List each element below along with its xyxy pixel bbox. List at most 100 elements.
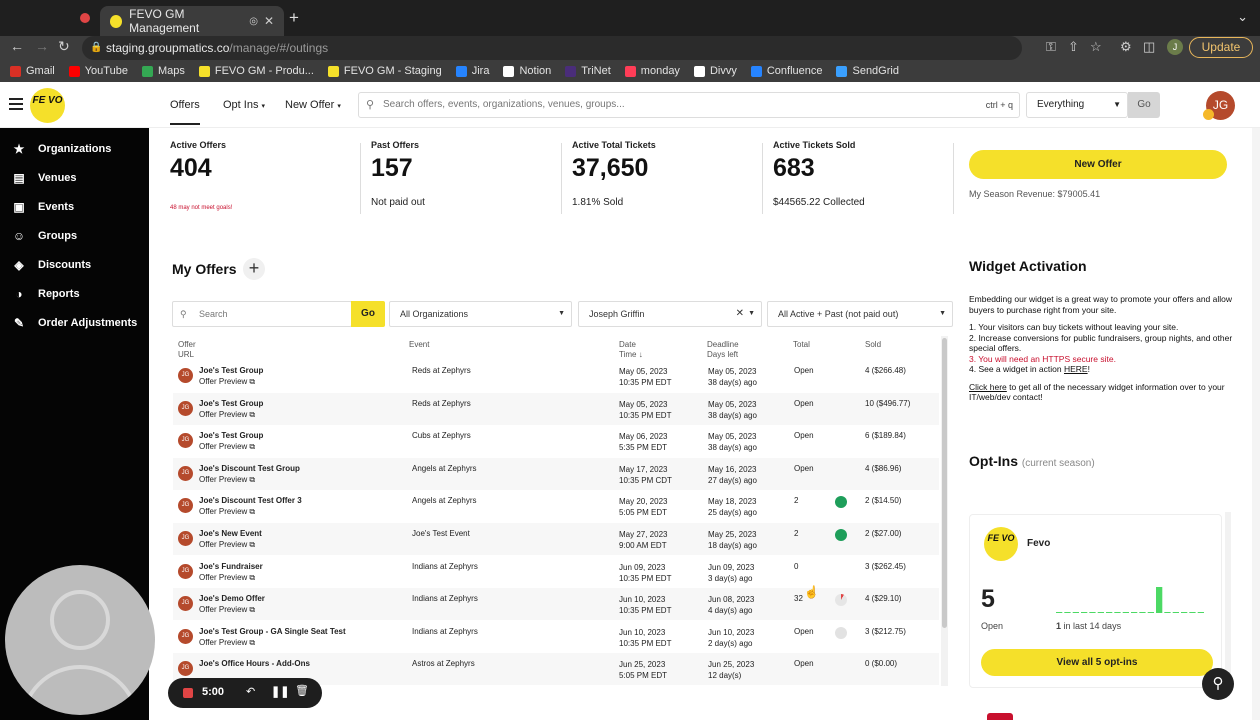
opt-ins-scrollbar[interactable] — [1225, 512, 1231, 690]
nav-offers[interactable]: Offers — [170, 99, 200, 125]
offers-go-button[interactable]: Go — [351, 301, 385, 327]
table-row[interactable]: JG Joe's Discount Test Group Offer Preview… — [173, 457, 939, 490]
header-deadline: Deadline — [707, 340, 739, 349]
sidepanel-icon[interactable]: ◫ — [1143, 39, 1156, 54]
table-row[interactable]: JG Joe's Demo Offer Offer Preview ⧉ Indians … — [173, 588, 939, 621]
table-row[interactable]: JG Joe's New Event Offer Preview ⧉ Joe's Tes… — [173, 523, 939, 555]
pause-icon[interactable]: ❚❚ — [271, 686, 290, 698]
bookmark-item[interactable]: Maps — [141, 65, 185, 77]
tab-search-chevron-icon[interactable]: ⌄ — [1237, 9, 1248, 24]
offer-name-link[interactable]: Joe's Discount Test Group — [199, 463, 300, 473]
browser-profile-avatar[interactable]: J — [1167, 39, 1183, 55]
menu-icon[interactable] — [9, 98, 23, 110]
offer-name-link[interactable]: Joe's Fundraiser — [199, 561, 263, 571]
stop-recording-icon[interactable] — [183, 688, 193, 698]
offer-name-link[interactable]: Joe's Test Group - GA Single Seat Test — [199, 626, 346, 636]
bookmark-item[interactable]: monday — [624, 65, 680, 77]
extensions-icon[interactable]: ⚙ — [1120, 39, 1132, 54]
sidebar-item-reports[interactable]: ◑ Reports — [0, 284, 149, 304]
bookmark-item[interactable]: Confluence — [750, 65, 822, 77]
bookmark-item[interactable]: Jira — [455, 65, 489, 77]
table-row[interactable]: JG Joe's Test Group Offer Preview ⧉ Reds at … — [173, 392, 939, 425]
sidebar-item-organizations[interactable]: ★ Organizations — [0, 139, 149, 159]
table-row[interactable]: JG Joe's Test Group Offer Preview ⧉ Reds at … — [173, 360, 939, 392]
bookmark-item[interactable]: FEVO GM - Staging — [327, 65, 442, 77]
status-filter[interactable]: All Active + Past (not paid out) ▼ — [767, 301, 953, 327]
column-header-date[interactable]: Date Time ↓ — [619, 340, 643, 360]
search-go-button[interactable]: Go — [1128, 92, 1160, 118]
browser-tab[interactable]: FEVO GM Management ◎ ✕ — [100, 6, 284, 36]
page-scrollbar[interactable] — [1252, 128, 1260, 720]
widget-here-link[interactable]: HERE — [1063, 364, 1088, 374]
table-row[interactable]: JG Joe's Fundraiser Offer Preview ⧉ Indians … — [173, 556, 939, 588]
trash-icon[interactable]: 🗑 — [295, 685, 309, 697]
update-button[interactable]: Update — [1189, 37, 1253, 58]
sidebar-item-groups[interactable]: ☺ Groups — [0, 226, 149, 246]
share-icon[interactable]: ⇧ — [1068, 39, 1079, 54]
mute-tab-icon[interactable]: ◎ — [249, 15, 258, 27]
bookmark-item[interactable]: Gmail — [10, 65, 55, 77]
offer-preview-link[interactable]: Offer Preview ⧉ — [199, 605, 255, 615]
undo-icon[interactable]: ↶ — [246, 686, 256, 698]
offers-search-input[interactable]: ⚲ Search — [172, 301, 352, 327]
bookmark-item[interactable]: Notion — [503, 65, 551, 77]
bookmark-item[interactable]: YouTube — [68, 65, 128, 77]
offer-preview-link[interactable]: Offer Preview ⧉ — [199, 410, 255, 420]
offer-preview-link[interactable]: Offer Preview ⧉ — [199, 475, 255, 485]
column-header-deadline[interactable]: Deadline Days left — [707, 340, 739, 360]
new-tab-icon[interactable]: + — [289, 8, 299, 27]
close-tab-icon[interactable]: ✕ — [263, 14, 274, 28]
sidebar-item-order-adjustments[interactable]: ✎ Order Adjustments — [0, 313, 149, 333]
offer-name-link[interactable]: Joe's New Event — [199, 529, 262, 538]
sidebar-item-venues[interactable]: ▤ Venues — [0, 168, 149, 188]
offer-preview-link[interactable]: Offer Preview ⧉ — [199, 540, 255, 550]
sidebar-item-events[interactable]: ▣ Events — [0, 197, 149, 217]
table-row[interactable]: JG Joe's Test Group - GA Single Seat Test… — [173, 621, 939, 653]
offer-preview-link[interactable]: Offer Preview ⧉ — [199, 638, 255, 648]
add-offer-icon[interactable]: + — [243, 258, 265, 280]
url-bar[interactable]: 🔒 staging.groupmatics.co/manage/#/outing… — [82, 36, 1022, 60]
back-icon[interactable]: ← — [10, 38, 24, 54]
bookmark-item[interactable]: FEVO GM - Produ... — [198, 65, 314, 77]
organization-filter[interactable]: All Organizations ▼ — [389, 301, 572, 327]
reload-icon[interactable]: ↻ — [58, 38, 70, 54]
offer-name-link[interactable]: Joe's Office Hours - Add-Ons — [199, 659, 310, 669]
bookmark-item[interactable]: Divvy — [693, 65, 737, 77]
offer-name-link[interactable]: Joe's Test Group — [199, 366, 264, 375]
my-offers-title: My Offers — [172, 261, 237, 277]
season-revenue: My Season Revenue: $79005.41 — [969, 189, 1101, 199]
offer-name-link[interactable]: Joe's Test Group — [199, 398, 264, 408]
nav-new-offer[interactable]: New Offer ▾ — [285, 99, 341, 111]
column-header-total[interactable]: Total — [793, 340, 810, 349]
offer-name-link[interactable]: Joe's Test Group — [199, 431, 264, 441]
bookmark-star-icon[interactable]: ☆ — [1090, 39, 1102, 54]
offer-name-link[interactable]: Joe's Discount Test Offer 3 — [199, 496, 302, 506]
forward-icon[interactable]: → — [35, 38, 49, 54]
global-search-input[interactable]: ⚲ Search offers, events, organizations, … — [358, 92, 1020, 118]
offer-name-link[interactable]: Joe's Demo Offer — [199, 594, 265, 604]
new-offer-button[interactable]: New Offer — [969, 150, 1227, 179]
widget-click-here-link[interactable]: Click here — [969, 381, 1007, 392]
bookmark-item[interactable]: SendGrid — [836, 65, 899, 77]
offer-preview-link[interactable]: Offer Preview ⧉ — [199, 377, 255, 387]
offer-preview-link[interactable]: Offer Preview ⧉ — [199, 573, 255, 583]
sidebar-item-discounts[interactable]: ◈ Discounts — [0, 255, 149, 275]
nav-opt-ins[interactable]: Opt Ins ▾ — [223, 99, 265, 111]
offer-preview-link[interactable]: Offer Preview ⧉ — [199, 507, 255, 517]
table-scrollbar-thumb[interactable] — [942, 338, 947, 628]
user-filter[interactable]: Joseph Griffin ✕ ▼ — [578, 301, 762, 327]
offer-preview-link[interactable]: Offer Preview ⧉ — [199, 442, 255, 452]
column-header-sold[interactable]: Sold — [865, 340, 882, 349]
fevo-logo[interactable]: FE VO — [30, 88, 65, 123]
table-row[interactable]: JG Joe's Test Group Offer Preview ⧉ Cubs at … — [173, 425, 939, 457]
search-scope-select[interactable]: Everything ▼ — [1026, 92, 1128, 118]
view-all-opt-ins-button[interactable]: View all 5 opt-ins — [981, 649, 1213, 676]
bookmark-item[interactable]: TriNet — [565, 65, 611, 77]
column-header-offer[interactable]: Offer URL — [178, 340, 196, 360]
clear-icon[interactable]: ✕ — [735, 308, 744, 319]
column-header-event[interactable]: Event — [409, 340, 430, 349]
help-search-fab[interactable]: ⚲ — [1202, 668, 1234, 700]
stat-warning[interactable]: 48 may not meet goals! — [170, 205, 233, 211]
table-row[interactable]: JG Joe's Discount Test Offer 3 Offer Previ… — [173, 490, 939, 522]
key-icon[interactable]: ⚿ — [1046, 39, 1056, 54]
